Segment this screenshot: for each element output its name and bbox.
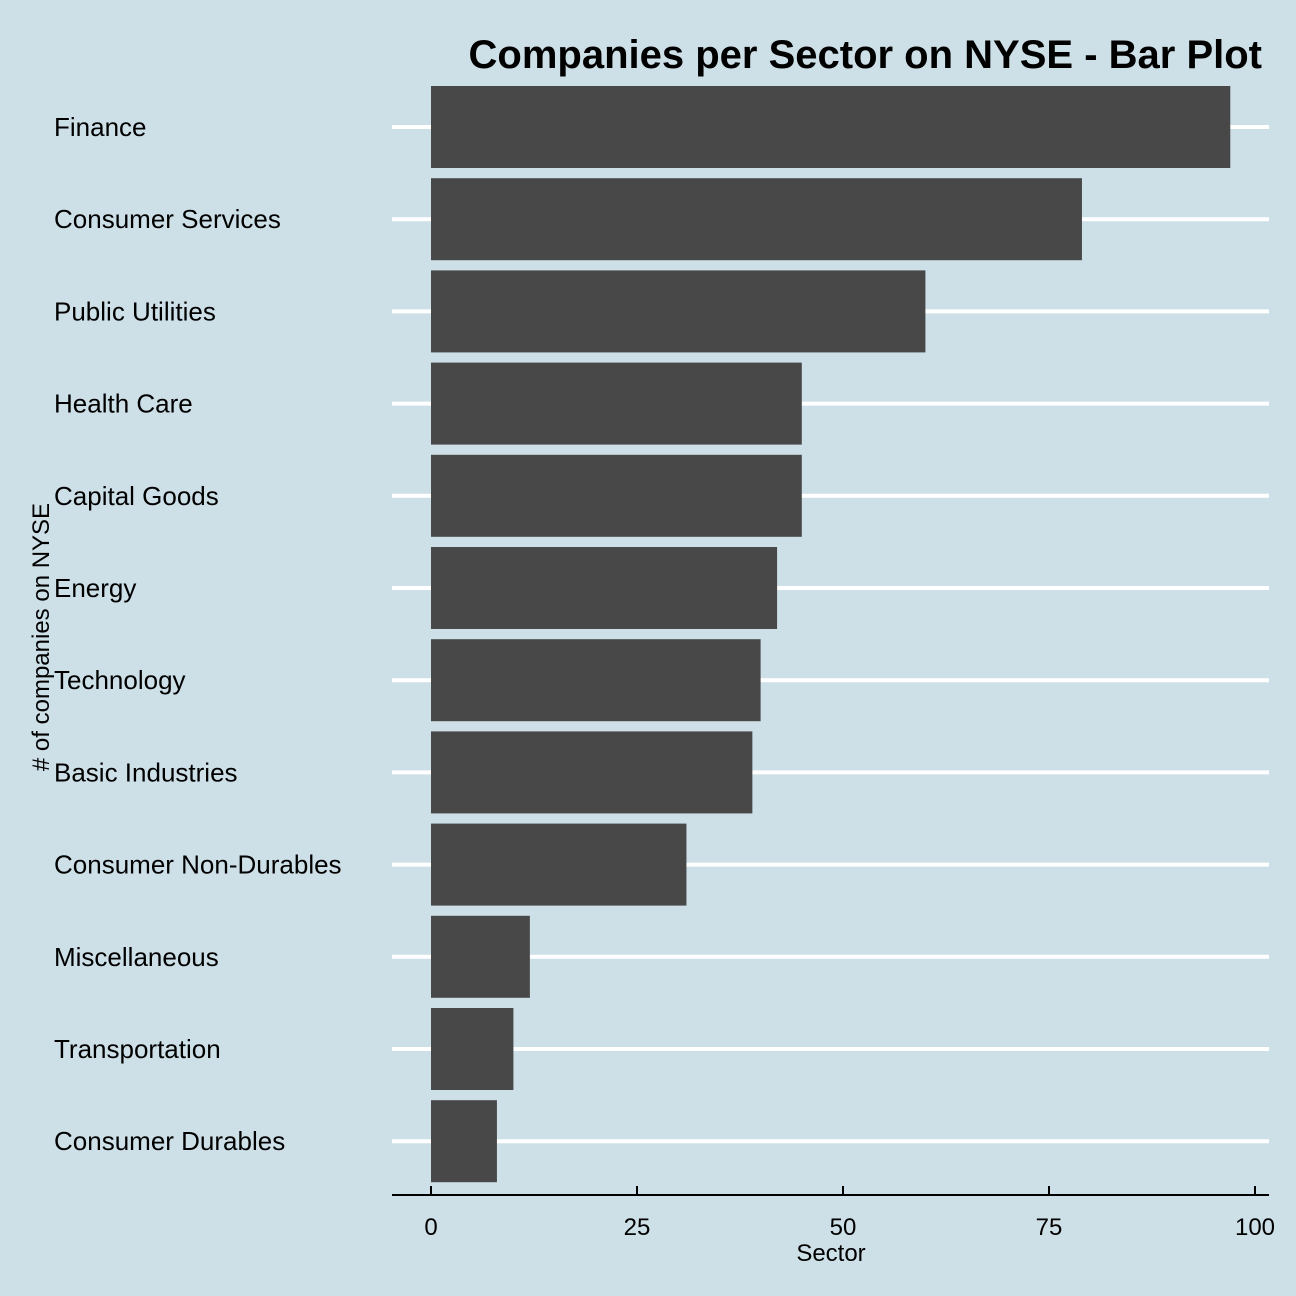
x-axis-ticks: 0 25 50 75 100 bbox=[424, 1186, 1275, 1241]
category-label: Consumer Durables bbox=[54, 1126, 285, 1156]
bar bbox=[431, 178, 1082, 261]
bar bbox=[431, 823, 687, 906]
category-label: Consumer Non-Durables bbox=[54, 850, 342, 880]
bar bbox=[431, 454, 802, 537]
category-label: Transportation bbox=[54, 1034, 221, 1064]
chart-title: Companies per Sector on NYSE - Bar Plot bbox=[469, 33, 1263, 77]
category-label: Consumer Services bbox=[54, 204, 281, 234]
tick-label: 75 bbox=[1036, 1214, 1063, 1241]
category-label: Energy bbox=[54, 573, 136, 603]
bar bbox=[431, 270, 926, 353]
tick-label: 100 bbox=[1235, 1214, 1275, 1241]
bar bbox=[431, 639, 761, 722]
category-label: Capital Goods bbox=[54, 481, 219, 511]
tick-label: 25 bbox=[624, 1214, 651, 1241]
category-label: Technology bbox=[54, 665, 186, 695]
bar bbox=[431, 86, 1231, 168]
category-label: Miscellaneous bbox=[54, 942, 219, 972]
category-label: Finance bbox=[54, 112, 147, 142]
y-axis-title: # of companies on NYSE bbox=[28, 503, 55, 771]
bar bbox=[431, 547, 778, 629]
category-label: Basic Industries bbox=[54, 757, 238, 787]
bar bbox=[431, 731, 753, 814]
tick-label: 0 bbox=[424, 1214, 437, 1241]
bar bbox=[431, 1100, 497, 1183]
category-label: Health Care bbox=[54, 389, 193, 419]
bar bbox=[431, 362, 802, 445]
bars bbox=[431, 86, 1231, 1183]
bar bbox=[431, 1008, 514, 1090]
bar bbox=[431, 915, 530, 998]
category-label: Public Utilities bbox=[54, 296, 216, 326]
x-axis-title: Sector bbox=[796, 1240, 865, 1267]
tick-label: 50 bbox=[830, 1214, 857, 1241]
category-labels: Finance Consumer Services Public Utilities… bbox=[54, 112, 342, 1156]
